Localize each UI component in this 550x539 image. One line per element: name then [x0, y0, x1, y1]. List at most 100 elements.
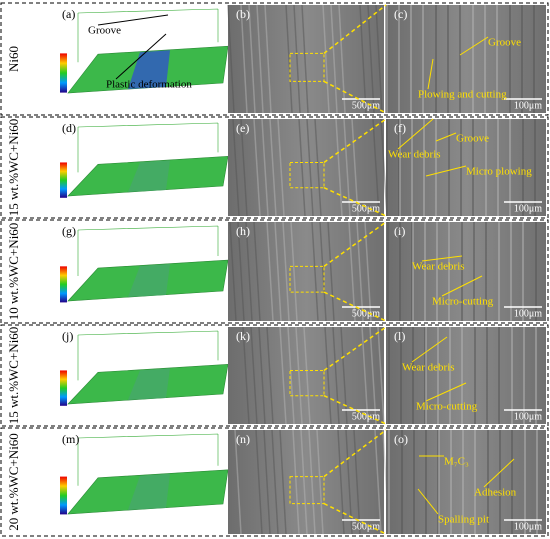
annotation-arrow	[425, 165, 467, 177]
annotation: Adhesion	[474, 487, 517, 499]
profile-groove	[128, 264, 170, 297]
sem-streak	[337, 429, 345, 535]
sem-streak	[367, 4, 375, 114]
sem-streak	[240, 118, 248, 217]
sem-streak	[261, 118, 269, 217]
zoom-box	[289, 52, 325, 82]
annotation-arrow	[115, 33, 167, 80]
sem-streak	[274, 221, 282, 322]
annotation: Plastic deformation	[106, 79, 192, 91]
sem-streak	[338, 4, 346, 114]
annotation-arrow	[97, 14, 169, 26]
scale-label: 500μm	[352, 521, 380, 532]
annotation-arrow	[435, 132, 457, 142]
profile-groove	[128, 50, 170, 89]
sem-streak	[285, 4, 293, 114]
scale-label: 500μm	[352, 203, 380, 214]
zoom-line	[323, 4, 387, 54]
sem-streak	[335, 118, 343, 217]
profile-groove	[128, 368, 170, 400]
sem-streak	[343, 118, 351, 217]
scale-label: 100μm	[514, 521, 542, 532]
sem-streak	[364, 221, 372, 322]
zoom-line	[323, 502, 387, 535]
sem-streak	[340, 326, 348, 425]
sem-streak	[266, 326, 274, 425]
sem-streak	[361, 326, 369, 425]
sem-streak	[245, 221, 253, 322]
box-frame	[77, 8, 219, 63]
annotation: Wear debris	[412, 261, 465, 273]
row-frame	[0, 2, 549, 116]
panel-letter: (h)	[236, 224, 250, 238]
sem-streak	[308, 429, 316, 535]
scale-label: 500μm	[352, 308, 380, 319]
annotation: Wear debris	[388, 149, 441, 161]
sem-streak	[351, 118, 359, 217]
panel-letter: (k)	[236, 329, 250, 343]
annotation-arrow	[427, 58, 434, 90]
panel-letter: (g)	[62, 224, 76, 238]
sem-streak	[353, 429, 361, 535]
row-label: 15 wt.%WC+Ni60	[6, 119, 21, 217]
panel-letter: (b)	[236, 7, 250, 21]
annotation-arrow	[459, 36, 489, 56]
panel-letter: (e)	[236, 121, 249, 135]
panel-letter: (n)	[236, 432, 250, 446]
sem-image	[386, 5, 546, 113]
sem-streak	[279, 326, 287, 425]
sem-streak	[255, 429, 263, 535]
annotation-arrow	[421, 255, 463, 262]
scale-label: 100μm	[514, 100, 542, 111]
sem-streak	[258, 326, 266, 425]
sem-streak	[237, 221, 245, 322]
sem-streak	[330, 4, 338, 114]
box-frame	[77, 225, 219, 277]
sem-image	[386, 430, 546, 534]
annotation-arrow	[397, 118, 434, 150]
sem-streak	[303, 326, 311, 425]
zoom-line	[323, 80, 387, 114]
row-frame	[0, 427, 549, 537]
sem-streak	[369, 326, 377, 425]
zoom-line	[323, 326, 387, 372]
sem-streak	[250, 326, 258, 425]
sem-streak	[319, 221, 327, 322]
colorbar	[60, 266, 67, 303]
zoom-line	[323, 221, 387, 267]
row-label: 15 wt.%WC+Ni60	[6, 327, 21, 425]
sem-streak	[271, 429, 279, 535]
sem-streak	[256, 4, 264, 114]
annotation-arrow	[483, 458, 515, 488]
sem-streak	[279, 429, 287, 535]
annotation: Groove	[88, 25, 121, 37]
sem-streak	[332, 326, 340, 425]
colorbar	[60, 476, 67, 515]
row-frame	[0, 324, 549, 427]
sem-streak	[359, 4, 367, 114]
row-label: 20 wt.%WC+Ni60	[6, 433, 21, 531]
zoom-box	[289, 265, 325, 293]
annotation: Groove	[456, 133, 489, 145]
panel-letter: (a)	[62, 7, 75, 21]
colorbar	[60, 53, 67, 93]
zoom-box	[289, 369, 325, 397]
sem-streak	[242, 326, 250, 425]
row-frame	[0, 116, 549, 219]
annotation: Micro plowing	[466, 166, 532, 178]
sem-streak	[248, 4, 256, 114]
sem-streak	[266, 221, 274, 322]
annotation: Micro-cutting	[432, 296, 494, 308]
sem-streak	[295, 326, 303, 425]
annotation-arrow	[425, 382, 467, 402]
sem-streak	[377, 326, 385, 425]
annotation-arrow	[411, 336, 448, 363]
sem-streak	[327, 221, 335, 322]
row-frame	[0, 219, 549, 324]
zoom-line	[323, 429, 387, 478]
annotation: Micro-cutting	[416, 401, 478, 413]
sem-streak	[314, 118, 322, 217]
sem-image	[228, 119, 384, 216]
row-label: Ni60	[6, 46, 21, 72]
